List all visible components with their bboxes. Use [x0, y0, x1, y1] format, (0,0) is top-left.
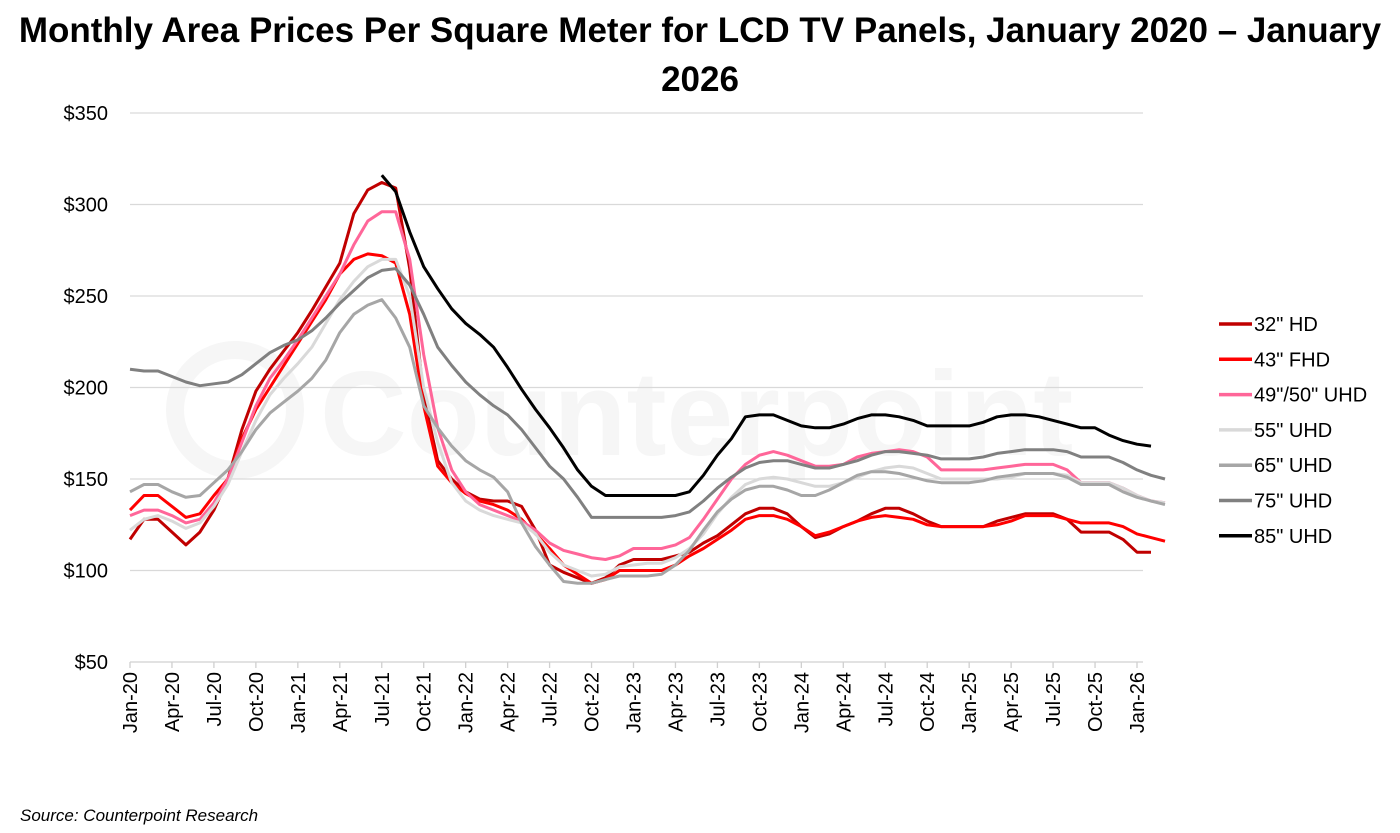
y-tick-label: $250: [64, 286, 109, 308]
chart-title: Monthly Area Prices Per Square Meter for…: [18, 11, 1382, 99]
x-tick-label: Apr-20: [162, 672, 184, 732]
x-tick-label: Apr-22: [498, 672, 520, 732]
legend-label: 75" UHD: [1254, 491, 1332, 513]
legend-item: 85" UHD: [1219, 526, 1332, 548]
x-tick-label: Jan-20: [120, 672, 142, 733]
y-axis: $50 $100 $150 $200 $250 $300 $350: [64, 103, 109, 674]
legend-item: 49"/50" UHD: [1219, 385, 1367, 407]
legend: 32" HD 43" FHD 49"/50" UHD 55" UHD 65" UHD 75…: [1219, 314, 1367, 548]
legend-label: 65" UHD: [1254, 455, 1332, 477]
x-tick-label: Apr-23: [665, 672, 687, 732]
x-tick-label: Jan-22: [456, 672, 478, 733]
legend-label: 49"/50" UHD: [1254, 385, 1367, 407]
x-axis: Jan-20 Apr-20 Jul-20 Oct-20 Jan-21 Apr-21 Jul-…: [120, 662, 1149, 733]
legend-item: 55" UHD: [1219, 420, 1332, 442]
y-tick-label: $150: [64, 469, 109, 491]
x-tick-label: Jul-21: [372, 672, 394, 726]
x-tick-label: Apr-24: [833, 672, 855, 732]
x-tick-label: Jan-24: [791, 672, 813, 733]
x-tick-label: Oct-21: [414, 672, 436, 732]
x-tick-label: Jul-23: [707, 672, 729, 726]
legend-label: 43" FHD: [1254, 349, 1330, 371]
source-note: Source: Counterpoint Research: [20, 806, 259, 825]
x-tick-label: Jan-23: [624, 672, 646, 733]
y-tick-label: $100: [64, 561, 109, 583]
x-tick-label: Jul-25: [1043, 672, 1065, 726]
x-tick-label: Apr-25: [1001, 672, 1023, 732]
series-line-75-uhd: [129, 267, 1166, 519]
x-tick-label: Jul-24: [875, 672, 897, 726]
legend-label: 32" HD: [1254, 314, 1318, 336]
x-tick-label: Oct-22: [582, 672, 604, 732]
y-tick-label: $50: [75, 652, 108, 674]
x-tick-label: Jan-21: [288, 672, 310, 733]
x-tick-label: Jul-20: [204, 672, 226, 726]
series-lines: [128, 174, 1166, 585]
x-tick-label: Apr-21: [330, 672, 352, 732]
y-tick-label: $300: [64, 195, 109, 217]
x-tick-label: Oct-25: [1085, 672, 1107, 732]
legend-label: 55" UHD: [1254, 420, 1332, 442]
x-tick-label: Jul-22: [540, 672, 562, 726]
legend-item: 43" FHD: [1219, 349, 1330, 371]
x-tick-label: Oct-20: [246, 672, 268, 732]
legend-item: 75" UHD: [1219, 491, 1332, 513]
legend-item: 65" UHD: [1219, 455, 1332, 477]
x-tick-label: Oct-24: [917, 672, 939, 732]
y-tick-label: $350: [64, 103, 109, 125]
series-line-85-uhd: [380, 174, 1152, 497]
watermark: Counterpoint: [166, 341, 1073, 481]
gridlines: [130, 112, 1143, 663]
series-line-65-uhd: [129, 298, 1166, 585]
x-tick-label: Oct-23: [749, 672, 771, 732]
x-tick-label: Jan-26: [1127, 672, 1149, 733]
watermark-text: Counterpoint: [320, 347, 1073, 481]
legend-label: 85" UHD: [1254, 526, 1332, 548]
series-line-49-50-uhd: [129, 210, 1166, 561]
legend-item: 32" HD: [1219, 314, 1318, 336]
x-tick-label: Jan-25: [959, 672, 981, 733]
y-tick-label: $200: [64, 378, 109, 400]
